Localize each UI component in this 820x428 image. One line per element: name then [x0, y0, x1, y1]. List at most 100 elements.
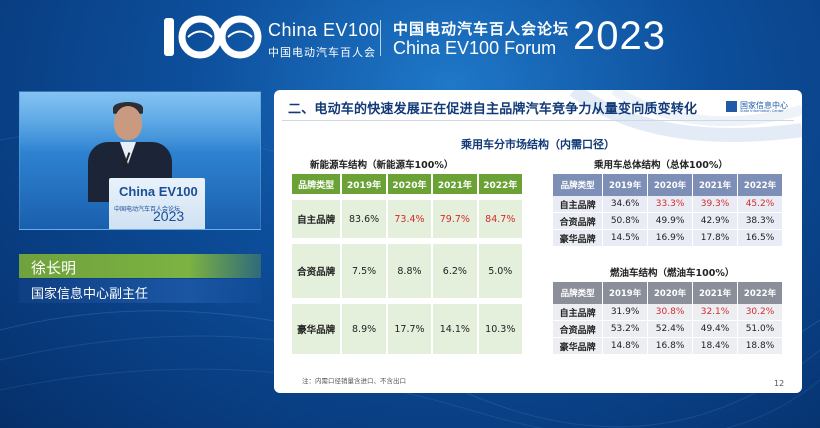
podium-text: 中国电动汽车百人会论坛	[114, 206, 181, 213]
table-cell: 42.9%	[693, 213, 739, 230]
row-header: 豪华品牌	[553, 338, 604, 355]
slide-page-number: 12	[774, 379, 785, 388]
table-cell: 79.7%	[433, 200, 479, 244]
column-header: 2021年	[433, 174, 479, 200]
table-cell: 39.3%	[693, 196, 739, 213]
speaker-name: 徐长明	[31, 259, 77, 277]
table-row: 合资品牌 7.5% 8.8% 6.2% 5.0%	[292, 244, 524, 304]
table-row: 豪华品牌 14.8% 16.8% 18.4% 18.8%	[553, 338, 783, 355]
table-cell: 17.8%	[693, 230, 739, 247]
speaker-head	[114, 106, 142, 140]
table-cell: 8.8%	[387, 244, 434, 304]
table-cell: 53.2%	[603, 321, 649, 338]
row-header: 自主品牌	[553, 196, 604, 213]
sic-logo-cn: 国家信息中心	[740, 101, 788, 110]
column-header: 2020年	[648, 174, 694, 196]
table-row: 豪华品牌 14.5% 16.9% 17.8% 16.5%	[553, 230, 783, 247]
table-cell: 8.9%	[342, 304, 388, 360]
slide-title: 二、电动车的快速发展正在促进自主品牌汽车竞争力从量变向质变转化	[288, 102, 698, 117]
column-header: 2021年	[693, 174, 739, 196]
table-row: 合资品牌 50.8% 49.9% 42.9% 38.3%	[553, 213, 783, 230]
column-header: 2022年	[478, 174, 524, 200]
logo-subtitle: 中国电动汽车百人会	[268, 46, 376, 59]
column-header: 2019年	[603, 174, 649, 196]
ev100-logo-icon	[164, 15, 262, 59]
column-header: 2019年	[342, 174, 388, 200]
slide-title-rule	[282, 120, 794, 121]
table-cell: 50.8%	[603, 213, 649, 230]
podium-logo: China EV100	[119, 184, 198, 199]
header-divider	[380, 20, 381, 56]
table-cell: 49.4%	[693, 321, 739, 338]
column-header: 2022年	[738, 174, 783, 196]
forum-year: 2023	[573, 14, 666, 58]
row-header: 合资品牌	[553, 321, 604, 338]
table-cell: 10.3%	[478, 304, 524, 360]
podium-year: 2023	[153, 208, 185, 224]
table-cell: 16.9%	[648, 230, 694, 247]
table-cell: 17.7%	[387, 304, 434, 360]
sic-logo: 国家信息中心 State Information Center	[726, 100, 796, 114]
column-header: 2019年	[603, 282, 649, 304]
row-header: 自主品牌	[553, 304, 604, 321]
table-cell: 52.4%	[648, 321, 694, 338]
speaker-video: China EV100 中国电动汽车百人会论坛 2023	[19, 91, 261, 230]
fuel-table-caption: 燃油车结构（燃油车100%）	[610, 268, 735, 279]
table-cell: 30.2%	[738, 304, 783, 321]
nev-table-caption: 新能源车结构（新能源车100%）	[310, 160, 454, 171]
slide-footnote: 注：内需口径销量含进口、不含出口	[302, 377, 406, 385]
table-cell: 84.7%	[478, 200, 524, 244]
presentation-slide: 二、电动车的快速发展正在促进自主品牌汽车竞争力从量变向质变转化 国家信息中心 S…	[274, 90, 802, 393]
sic-logo-en: State Information Center	[740, 109, 784, 113]
table-row: 自主品牌 31.9% 30.8% 32.1% 30.2%	[553, 304, 783, 321]
row-header: 合资品牌	[292, 244, 343, 304]
table-cell: 45.2%	[738, 196, 783, 213]
table-row: 自主品牌 34.6% 33.3% 39.3% 45.2%	[553, 196, 783, 213]
table-cell: 34.6%	[603, 196, 649, 213]
forum-header: China EV100 中国电动汽车百人会 中国电动汽车百人会论坛 China …	[0, 0, 820, 76]
table-header-row: 品牌类型 2019年 2020年 2021年 2022年	[553, 282, 783, 304]
table-row: 合资品牌 53.2% 52.4% 49.4% 51.0%	[553, 321, 783, 338]
slide-subtitle: 乘用车分市场结构（内需口径）	[461, 138, 615, 151]
forum-title-en: China EV100 Forum	[393, 38, 557, 58]
speaker-title-bar: 国家信息中心副主任	[19, 279, 261, 303]
table-cell: 30.8%	[648, 304, 694, 321]
column-header: 品牌类型	[553, 282, 604, 304]
forum-title-cn: 中国电动汽车百人会论坛	[393, 20, 570, 38]
row-header: 合资品牌	[553, 213, 604, 230]
column-header: 品牌类型	[553, 174, 604, 196]
table-cell: 6.2%	[433, 244, 479, 304]
table-cell: 18.4%	[693, 338, 739, 355]
table-header-row: 品牌类型 2019年 2020年 2021年 2022年	[553, 174, 783, 196]
table-cell: 32.1%	[693, 304, 739, 321]
table-cell: 18.8%	[738, 338, 783, 355]
table-cell: 83.6%	[342, 200, 388, 244]
speaker-title: 国家信息中心副主任	[31, 287, 149, 302]
nev-structure-table: 品牌类型 2019年 2020年 2021年 2022年 自主品牌 83.6% …	[292, 174, 524, 360]
table-cell: 14.1%	[433, 304, 479, 360]
table-cell: 14.5%	[603, 230, 649, 247]
table-cell: 51.0%	[738, 321, 783, 338]
table-cell: 16.5%	[738, 230, 783, 247]
column-header: 品牌类型	[292, 174, 343, 200]
logo-brand-text: China EV100	[268, 20, 380, 40]
table-row: 自主品牌 83.6% 73.4% 79.7% 84.7%	[292, 200, 524, 244]
table-cell: 33.3%	[648, 196, 694, 213]
table-cell: 49.9%	[648, 213, 694, 230]
speaker-name-bar: 徐长明	[19, 254, 261, 278]
table-cell: 31.9%	[603, 304, 649, 321]
table-cell: 38.3%	[738, 213, 783, 230]
table-cell: 7.5%	[342, 244, 388, 304]
total-table-caption: 乘用车总体结构（总体100%）	[594, 160, 728, 171]
column-header: 2020年	[387, 174, 434, 200]
column-header: 2022年	[738, 282, 783, 304]
row-header: 自主品牌	[292, 200, 343, 244]
podium: China EV100 中国电动汽车百人会论坛 2023	[109, 178, 205, 229]
table-row: 豪华品牌 8.9% 17.7% 14.1% 10.3%	[292, 304, 524, 360]
column-header: 2020年	[648, 282, 694, 304]
row-header: 豪华品牌	[553, 230, 604, 247]
column-header: 2021年	[693, 282, 739, 304]
table-cell: 14.8%	[603, 338, 649, 355]
fuel-structure-table: 品牌类型 2019年 2020年 2021年 2022年 自主品牌 31.9% …	[553, 282, 783, 355]
